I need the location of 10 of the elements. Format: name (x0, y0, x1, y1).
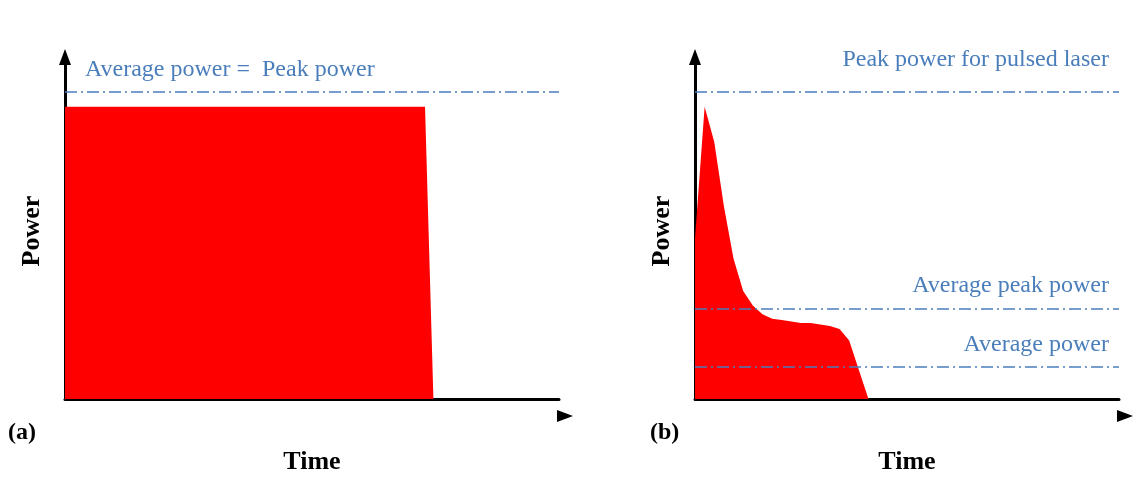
ref-line-label: Average power = Peak power (85, 55, 375, 82)
x-axis-title: Time (283, 445, 341, 475)
ref-line-label: Peak power for pulsed laser (842, 45, 1110, 72)
ref-line-label: Average power (963, 329, 1109, 356)
text: (b) (650, 418, 680, 444)
x-axis-title: Time (878, 445, 936, 475)
y-axis-title: Power (15, 195, 45, 267)
text: (a) (8, 418, 36, 444)
ref-line-label: Average peak power (912, 271, 1110, 298)
y-axis-title: Power (645, 195, 675, 267)
